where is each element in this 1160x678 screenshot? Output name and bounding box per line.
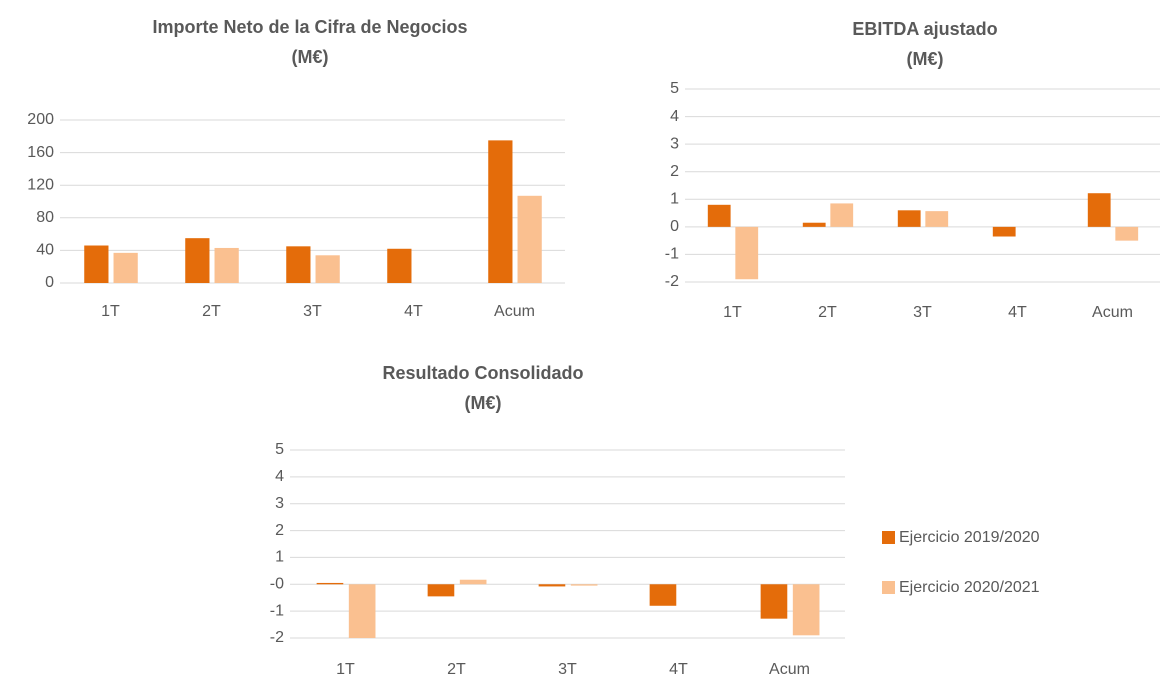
x-tick-label: 2T	[818, 304, 837, 321]
y-tick-label: -2	[270, 629, 284, 646]
x-tick-label: 2T	[447, 661, 466, 678]
chart-title: Importe Neto de la Cifra de Negocios	[152, 17, 467, 37]
legend-swatch	[882, 531, 895, 544]
x-tick-label: 4T	[1008, 304, 1027, 321]
bar	[214, 247, 239, 283]
x-tick-label: 3T	[913, 304, 932, 321]
y-tick-label: 2	[670, 163, 679, 180]
x-tick-label: 4T	[404, 303, 423, 320]
y-tick-label: 4	[670, 108, 679, 125]
bar	[517, 195, 542, 283]
x-tick-label: 1T	[336, 661, 355, 678]
y-tick-label: -1	[665, 246, 679, 263]
x-tick-label: 3T	[558, 661, 577, 678]
chart-title: (M€)	[465, 393, 502, 413]
bar	[707, 204, 731, 227]
legend-swatch	[882, 581, 895, 594]
x-tick-label: Acum	[1092, 304, 1133, 321]
bar	[830, 203, 854, 227]
y-tick-label: -1	[270, 602, 284, 619]
x-tick-label: Acum	[769, 661, 810, 678]
y-tick-label: 1	[670, 191, 679, 208]
bar	[897, 210, 921, 227]
y-tick-label: 120	[27, 176, 54, 193]
y-tick-label: 1	[275, 549, 284, 566]
bar	[1115, 226, 1139, 241]
chart-title: (M€)	[907, 49, 944, 69]
x-tick-label: 1T	[101, 303, 120, 320]
bar	[488, 140, 513, 283]
bar	[802, 222, 826, 227]
bar	[760, 584, 788, 619]
chart-title: (M€)	[292, 47, 329, 67]
bar	[316, 582, 344, 585]
chart-title: Resultado Consolidado	[382, 363, 583, 383]
y-tick-label: 5	[670, 80, 679, 97]
bar	[992, 226, 1016, 237]
bar	[570, 584, 598, 586]
legend-label: Ejercicio 2019/2020	[899, 529, 1040, 546]
x-tick-label: 4T	[669, 661, 688, 678]
y-tick-label: -0	[270, 576, 284, 593]
bar	[348, 584, 376, 638]
y-tick-label: 3	[670, 135, 679, 152]
y-tick-label: 4	[275, 468, 284, 485]
bar	[84, 245, 109, 283]
bar	[286, 246, 311, 283]
bar	[387, 248, 412, 283]
y-tick-label: -2	[665, 273, 679, 290]
y-tick-label: 80	[36, 209, 54, 226]
bar	[113, 252, 138, 283]
legend-label: Ejercicio 2020/2021	[899, 579, 1040, 596]
chart-title: EBITDA ajustado	[852, 19, 997, 39]
x-tick-label: 1T	[723, 304, 742, 321]
y-tick-label: 0	[45, 274, 54, 291]
y-tick-label: 5	[275, 441, 284, 458]
bar	[1087, 193, 1111, 227]
bar	[735, 226, 759, 280]
y-tick-label: 40	[36, 242, 54, 259]
bar	[538, 584, 566, 587]
bar	[185, 238, 210, 283]
bar	[315, 255, 340, 283]
y-tick-label: 2	[275, 522, 284, 539]
y-tick-label: 200	[27, 111, 54, 128]
x-tick-label: 3T	[303, 303, 322, 320]
y-tick-label: 3	[275, 495, 284, 512]
bar	[649, 584, 677, 606]
bar	[459, 579, 487, 585]
y-tick-label: 160	[27, 144, 54, 161]
bar	[792, 584, 820, 636]
bar	[427, 584, 455, 597]
y-tick-label: 0	[670, 218, 679, 235]
bar	[925, 211, 949, 227]
x-tick-label: Acum	[494, 303, 535, 320]
x-tick-label: 2T	[202, 303, 221, 320]
